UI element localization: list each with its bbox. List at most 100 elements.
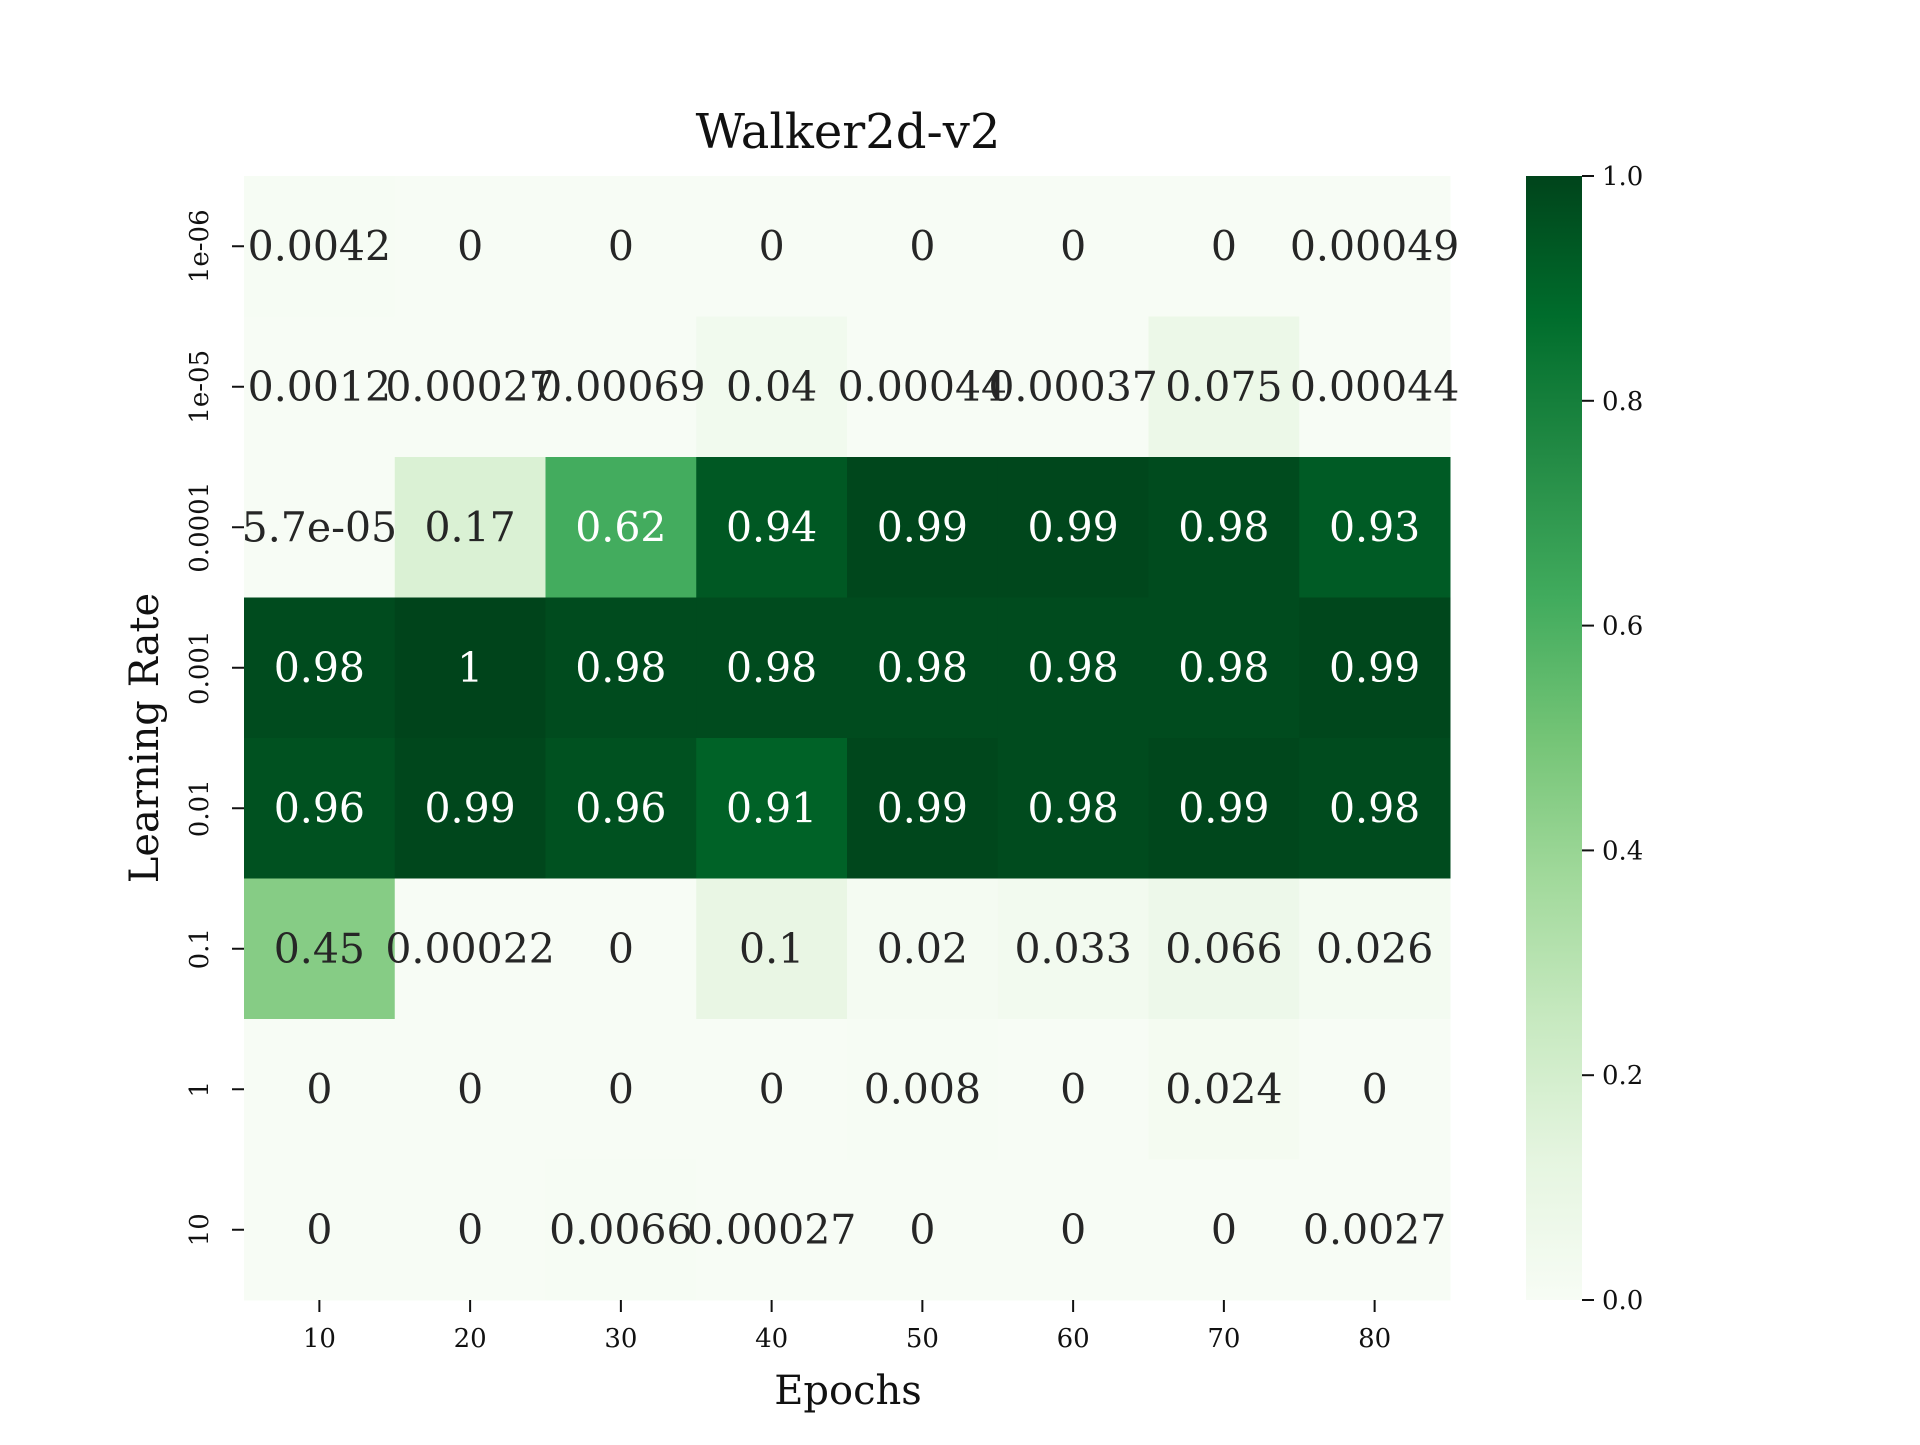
heatmap-cell [545,176,697,317]
cell-value-label: 0.1 [739,925,804,973]
colorbar-tick-label: 1.0 [1602,162,1643,192]
cell-value-label: 0.00044 [1290,363,1460,411]
cell-value-label: 0 [457,1065,483,1113]
y-tick-label: 1e-06 [185,209,215,283]
cell-value-label: 0.024 [1165,1065,1282,1113]
heatmap-cell [394,1019,546,1160]
x-tick-label: 40 [755,1324,788,1354]
heatmap-cell [696,597,848,739]
cell-value-label: 0.99 [1027,503,1118,551]
y-tick-label: 0.001 [185,631,215,705]
cell-value-label: 0.99 [877,784,968,832]
cell-value-label: 0.00027 [687,1206,857,1254]
cell-value-label: 0.026 [1316,925,1433,973]
colorbar-tick-label: 0.2 [1602,1061,1643,1091]
cell-value-label: 0.98 [726,644,817,692]
heatmap-cell [1148,1019,1300,1160]
cell-value-label: 0.45 [274,925,365,973]
heatmap-cell [997,597,1149,739]
heatmap-cell [394,738,546,879]
heatmap-cell [394,316,546,458]
cell-value-label: 0.98 [1027,644,1118,692]
cell-value-label: 0.00069 [536,363,706,411]
heatmap-cell [545,457,697,598]
cell-value-label: 0.0042 [248,222,391,270]
cell-value-label: 0.075 [1165,363,1282,411]
colorbar-gradient [1526,176,1582,1300]
heatmap-cell [394,457,546,598]
x-tick-label: 50 [906,1324,939,1354]
heatmap-cell [545,738,697,879]
heatmap-cell [1299,316,1451,458]
chart-title: Walker2d-v2 [696,104,1001,160]
y-tick-label: 1 [185,1081,215,1098]
cell-value-label: 0.94 [726,503,817,551]
x-tick-label: 70 [1207,1324,1240,1354]
cell-value-label: 0 [1060,1206,1086,1254]
heatmap-cell [997,316,1149,458]
heatmap-cell [545,597,697,739]
cell-value-label: 0 [608,1065,634,1113]
cell-value-label: 0 [1211,1206,1237,1254]
heatmap-cell [997,1019,1149,1160]
cell-value-label: 0.96 [575,784,666,832]
cell-value-label: 0.98 [575,644,666,692]
heatmap-cell [545,1159,697,1301]
heatmap-cell [244,1159,396,1301]
cell-value-label: 0 [1060,1065,1086,1113]
heatmap-cell [847,457,999,598]
x-axis-label: Epochs [774,1368,922,1414]
heatmap-cell [1148,1159,1300,1301]
heatmap-cell [394,597,546,739]
heatmap-cell [1299,597,1451,739]
cell-value-label: 0 [306,1065,332,1113]
heatmap-cell [394,878,546,1020]
cell-value-label: 0 [608,222,634,270]
y-axis: 1e-06 1e-05 0.0001 0.001 0.01 0.1 1 10 [185,209,244,1246]
heatmap-cell [696,878,848,1020]
cell-value-label: 0.91 [726,784,817,832]
cell-value-label: 0 [608,925,634,973]
y-tick-label: 0.01 [185,779,215,837]
cell-value-label: 0 [759,222,785,270]
heatmap-cell [394,176,546,317]
heatmap-cell [997,457,1149,598]
colorbar: 0.0 0.2 0.4 0.6 0.8 1.0 [1526,162,1643,1316]
cell-value-label: 0.04 [726,363,817,411]
cell-value-label: 0.008 [864,1065,981,1113]
x-tick-label: 80 [1358,1324,1391,1354]
heatmap-cell [997,176,1149,317]
heatmap-cell [244,878,396,1020]
cell-value-label: 0.00027 [385,363,555,411]
cell-value-label: 0.02 [877,925,968,973]
cell-value-label: 0.00044 [838,363,1008,411]
cell-value-label: 0 [1211,222,1237,270]
heatmap-cell [847,176,999,317]
cell-value-label: 0.93 [1329,503,1420,551]
heatmap-cell [1148,738,1300,879]
heatmap-cell [997,1159,1149,1301]
heatmap-cell [1299,738,1451,879]
colorbar-tick-label: 0.6 [1602,612,1643,642]
cell-value-label: 0 [1060,222,1086,270]
colorbar-tick-label: 0.4 [1602,836,1643,866]
cell-value-label: 0.98 [1178,503,1269,551]
heatmap-cell [545,316,697,458]
heatmap-cell [1299,1159,1451,1301]
heatmap-cell [696,738,848,879]
x-tick-label: 20 [454,1324,487,1354]
heatmap-cell [696,1159,848,1301]
x-tick-label: 10 [303,1324,336,1354]
heatmap-cell [847,878,999,1020]
cell-value-label: 0.99 [877,503,968,551]
heatmap-cell [696,176,848,317]
heatmap-cells [244,176,1451,1301]
heatmap-cell [1148,316,1300,458]
heatmap-cell [1148,176,1300,317]
cell-value-label: 0 [306,1206,332,1254]
y-tick-label: 10 [185,1213,215,1246]
heatmap-cell [1299,176,1451,317]
heatmap-cell [244,1019,396,1160]
